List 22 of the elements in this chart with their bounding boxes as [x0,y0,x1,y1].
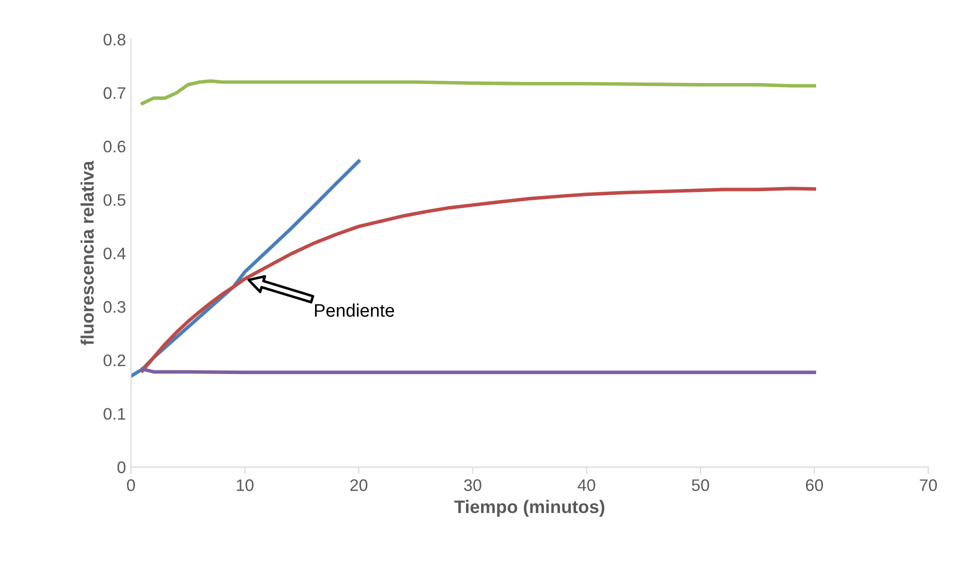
y-tick-label: 0.3 [104,301,126,313]
x-tick-label: 20 [350,479,368,492]
y-axis-title: fluorescencia relativa [80,160,94,346]
x-tick-label: 70 [920,479,937,492]
y-tick-label: 0.4 [104,248,126,260]
y-tick-label: 0.1 [104,408,126,420]
annotation: Pendiente [315,304,394,317]
line-series [140,186,816,373]
line-series [140,79,816,106]
y-tick-label: 0.8 [104,34,126,46]
y-tick-label: 0 [117,461,126,474]
y-tick-label: 0.6 [104,140,126,152]
y-tick-label: 0.2 [104,354,126,366]
x-tick-label: 50 [692,479,710,492]
y-tick-label: 0.5 [104,194,126,206]
x-tick-label: 40 [578,479,596,492]
x-tick-label: 30 [464,479,482,492]
x-axis-title: Tiempo (minutos) [454,500,604,517]
x-tick-label: 0 [126,479,135,492]
x-tick-label: 10 [236,479,254,492]
y-tick-label: 0.7 [104,87,126,99]
x-tick-label: 60 [806,479,823,492]
